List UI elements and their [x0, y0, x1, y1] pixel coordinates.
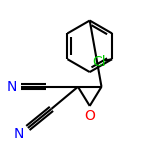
Text: O: O: [84, 109, 95, 123]
Text: N: N: [14, 127, 24, 141]
Text: N: N: [6, 80, 17, 94]
Text: Cl: Cl: [93, 55, 106, 69]
